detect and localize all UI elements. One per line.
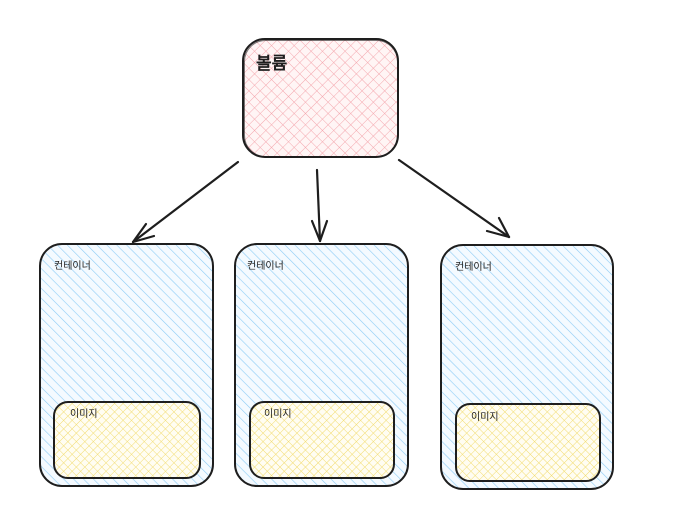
container-box-border xyxy=(234,243,409,487)
arrow-to-container-2 xyxy=(310,168,329,243)
image-box-hatch xyxy=(456,404,600,481)
container-box-border xyxy=(440,244,614,490)
image-label: 이미지 xyxy=(264,408,292,420)
arrows xyxy=(131,158,511,244)
image-box-hatch xyxy=(54,402,200,478)
container-node-3: 컨테이너 이미지 xyxy=(440,244,614,490)
image-box-border xyxy=(455,403,601,482)
container-node-2: 컨테이너 이미지 xyxy=(234,243,409,487)
volume-node: 볼륨 xyxy=(242,38,399,158)
image-label: 이미지 xyxy=(471,411,499,423)
container-node-1: 컨테이너 이미지 xyxy=(39,243,214,487)
arrow-to-container-3 xyxy=(397,158,511,239)
container-label: 컨테이너 xyxy=(247,260,284,272)
arrow-to-container-1 xyxy=(131,160,240,244)
container-box-border xyxy=(39,243,214,487)
container-label: 컨테이너 xyxy=(54,260,91,272)
volume-label: 볼륨 xyxy=(256,54,288,74)
image-box-border xyxy=(249,401,395,479)
image-box-border xyxy=(53,401,201,479)
volume-box-hatch xyxy=(243,39,398,157)
image-box-hatch xyxy=(250,402,394,478)
volume-box-border-sketch xyxy=(244,40,398,157)
image-label: 이미지 xyxy=(70,408,98,420)
container-label: 컨테이너 xyxy=(455,261,492,273)
